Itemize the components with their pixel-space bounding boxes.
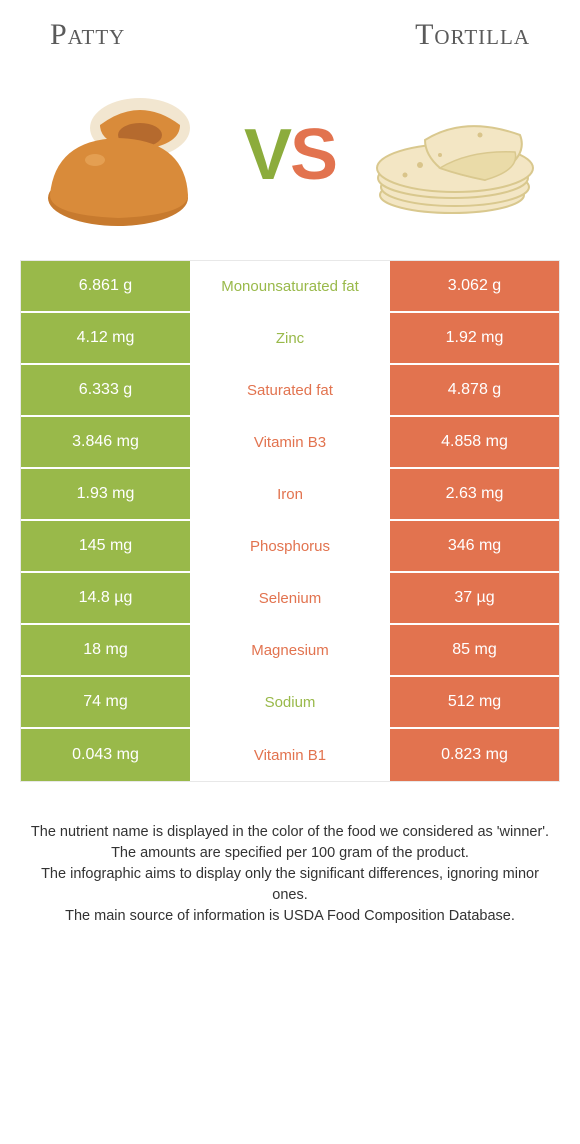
table-row: 4.12 mgZinc1.92 mg [21,313,559,365]
right-value: 1.92 mg [390,313,559,363]
left-value: 4.12 mg [21,313,190,363]
right-value: 346 mg [390,521,559,571]
left-value: 18 mg [21,625,190,675]
table-row: 18 mgMagnesium85 mg [21,625,559,677]
left-value: 6.333 g [21,365,190,415]
infographic-container: Patty Tortilla VS [0,0,580,947]
tortilla-image [370,80,540,230]
right-value: 2.63 mg [390,469,559,519]
left-value: 3.846 mg [21,417,190,467]
vs-label: VS [244,114,336,196]
hero-row: VS [0,60,580,260]
nutrient-name: Magnesium [190,625,390,675]
right-value: 512 mg [390,677,559,727]
footer-line: The nutrient name is displayed in the co… [30,822,550,843]
nutrient-name: Saturated fat [190,365,390,415]
table-row: 3.846 mgVitamin B34.858 mg [21,417,559,469]
right-title: Tortilla [415,18,530,52]
left-value: 145 mg [21,521,190,571]
left-value: 14.8 µg [21,573,190,623]
footer-line: The infographic aims to display only the… [30,864,550,906]
table-row: 14.8 µgSelenium37 µg [21,573,559,625]
left-value: 1.93 mg [21,469,190,519]
nutrient-name: Phosphorus [190,521,390,571]
table-row: 0.043 mgVitamin B10.823 mg [21,729,559,781]
nutrient-name: Selenium [190,573,390,623]
left-value: 6.861 g [21,261,190,311]
left-value: 0.043 mg [21,729,190,781]
left-value: 74 mg [21,677,190,727]
table-row: 1.93 mgIron2.63 mg [21,469,559,521]
right-value: 85 mg [390,625,559,675]
table-row: 74 mgSodium512 mg [21,677,559,729]
table-row: 6.861 gMonounsaturated fat3.062 g [21,261,559,313]
right-value: 4.858 mg [390,417,559,467]
nutrient-name: Vitamin B3 [190,417,390,467]
right-value: 37 µg [390,573,559,623]
patty-image [40,80,210,230]
table-row: 145 mgPhosphorus346 mg [21,521,559,573]
titles-row: Patty Tortilla [0,0,580,60]
nutrient-name: Monounsaturated fat [190,261,390,311]
footer-line: The amounts are specified per 100 gram o… [30,843,550,864]
nutrient-name: Sodium [190,677,390,727]
right-value: 3.062 g [390,261,559,311]
footer-line: The main source of information is USDA F… [30,906,550,927]
nutrient-name: Iron [190,469,390,519]
right-value: 4.878 g [390,365,559,415]
table-row: 6.333 gSaturated fat4.878 g [21,365,559,417]
right-value: 0.823 mg [390,729,559,781]
footer-notes: The nutrient name is displayed in the co… [0,782,580,947]
left-title: Patty [50,18,125,52]
nutrient-name: Vitamin B1 [190,729,390,781]
vs-s: S [290,115,336,195]
nutrition-table: 6.861 gMonounsaturated fat3.062 g4.12 mg… [20,260,560,782]
nutrient-name: Zinc [190,313,390,363]
vs-v: V [244,115,290,195]
